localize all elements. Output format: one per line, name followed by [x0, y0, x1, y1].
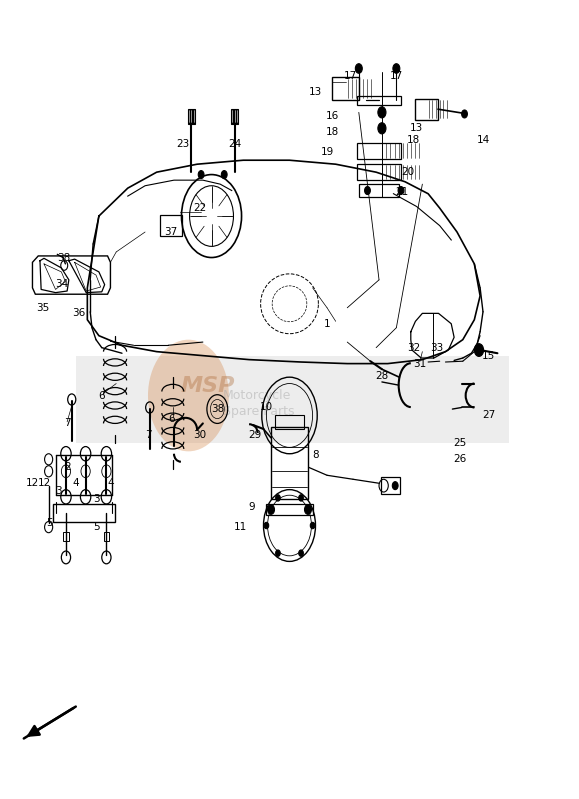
Text: 15: 15 — [482, 351, 496, 360]
Circle shape — [310, 523, 315, 529]
Bar — [188, 109, 195, 124]
Circle shape — [276, 495, 280, 501]
Circle shape — [393, 482, 398, 490]
Bar — [357, 165, 401, 180]
Circle shape — [356, 64, 362, 74]
Circle shape — [264, 523, 269, 529]
Text: 4: 4 — [72, 479, 79, 488]
Bar — [160, 215, 182, 236]
Circle shape — [393, 64, 400, 74]
Text: 5: 5 — [93, 522, 100, 532]
Text: 7: 7 — [145, 431, 151, 440]
Circle shape — [198, 170, 204, 178]
Circle shape — [276, 550, 280, 556]
Bar — [357, 96, 401, 105]
Text: 18: 18 — [326, 127, 339, 137]
Text: 13: 13 — [309, 87, 322, 97]
Text: 17: 17 — [343, 71, 357, 81]
Text: 33: 33 — [430, 343, 444, 352]
Circle shape — [267, 505, 274, 515]
Bar — [332, 78, 360, 100]
Text: 37: 37 — [164, 227, 178, 237]
Text: 11: 11 — [234, 522, 247, 532]
Text: 18: 18 — [407, 135, 420, 145]
Text: Motorcycle: Motorcycle — [223, 389, 291, 403]
Circle shape — [365, 186, 371, 194]
Text: 17: 17 — [390, 71, 403, 81]
Text: 19: 19 — [320, 147, 334, 157]
Circle shape — [378, 123, 386, 134]
Text: 4: 4 — [107, 479, 113, 488]
Text: 27: 27 — [482, 411, 496, 420]
Bar — [271, 427, 308, 499]
Text: 5: 5 — [46, 518, 53, 528]
Text: 30: 30 — [193, 431, 207, 440]
Circle shape — [461, 110, 467, 118]
Text: 2: 2 — [64, 463, 71, 472]
Text: 24: 24 — [228, 139, 241, 149]
Circle shape — [378, 107, 386, 118]
Text: 9: 9 — [248, 503, 255, 512]
Text: 32: 32 — [407, 343, 420, 352]
Bar — [357, 143, 401, 159]
Text: 3: 3 — [55, 487, 62, 496]
Bar — [231, 109, 238, 124]
Text: 28: 28 — [375, 371, 389, 380]
Text: 35: 35 — [36, 303, 49, 312]
Text: 25: 25 — [453, 439, 467, 448]
Bar — [275, 415, 304, 429]
Text: 6: 6 — [98, 391, 105, 400]
Circle shape — [474, 344, 483, 356]
Text: 34: 34 — [55, 279, 68, 289]
Circle shape — [305, 505, 312, 515]
Text: 23: 23 — [176, 139, 189, 149]
Bar — [63, 532, 69, 542]
Bar — [382, 477, 400, 495]
Text: 29: 29 — [248, 431, 262, 440]
Text: 36: 36 — [72, 308, 85, 318]
Text: 7: 7 — [64, 419, 71, 428]
Bar — [415, 99, 438, 120]
Circle shape — [398, 186, 404, 194]
Bar — [266, 504, 313, 515]
Text: 12: 12 — [38, 479, 50, 488]
Text: 1: 1 — [324, 319, 331, 328]
Bar — [53, 504, 115, 522]
Bar — [104, 532, 109, 542]
Circle shape — [299, 495, 303, 501]
Text: 21: 21 — [395, 187, 409, 197]
Text: 8: 8 — [312, 451, 319, 460]
Text: 26: 26 — [453, 455, 467, 464]
Text: 12: 12 — [26, 479, 39, 488]
Text: 20: 20 — [401, 167, 415, 177]
Text: 16: 16 — [326, 111, 339, 121]
Bar — [360, 184, 399, 197]
Text: 38: 38 — [211, 404, 224, 414]
Text: 38: 38 — [57, 252, 71, 263]
Circle shape — [299, 550, 303, 556]
Text: 6: 6 — [168, 415, 174, 424]
Text: 3: 3 — [93, 495, 100, 504]
Text: MSP: MSP — [181, 376, 235, 396]
Text: Spare Parts: Spare Parts — [223, 405, 295, 419]
Text: 10: 10 — [260, 403, 273, 412]
Text: 14: 14 — [477, 135, 490, 145]
Text: 31: 31 — [413, 359, 426, 368]
Text: 22: 22 — [193, 203, 207, 213]
Bar — [76, 356, 509, 443]
Text: 13: 13 — [410, 123, 423, 133]
Circle shape — [148, 340, 229, 451]
Circle shape — [221, 170, 227, 178]
